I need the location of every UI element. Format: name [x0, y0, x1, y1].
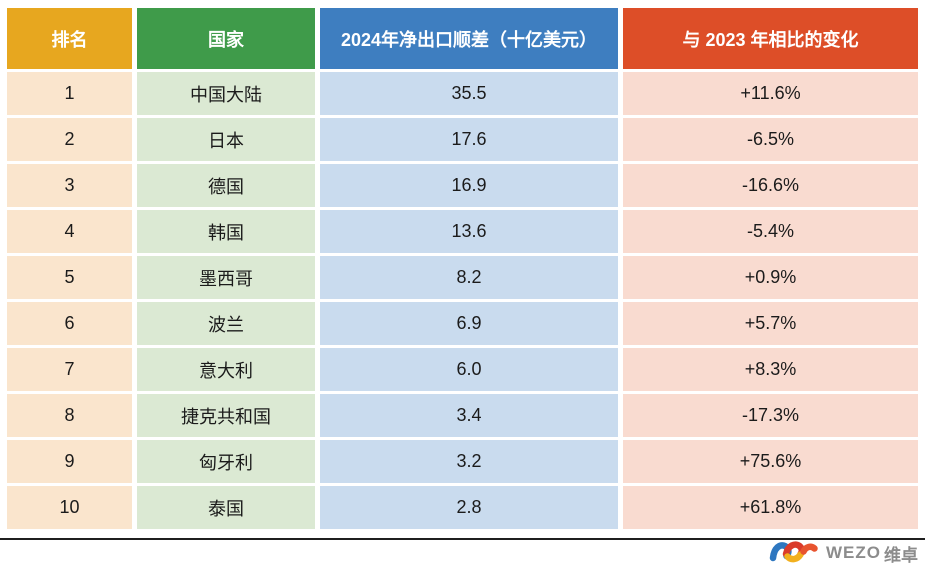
table-row: 1 中国大陆 35.5 +11.6% [7, 72, 918, 115]
rank-cell: 1 [7, 72, 132, 115]
table-row: 3 德国 16.9 -16.6% [7, 164, 918, 207]
change-cell: +75.6% [623, 440, 918, 483]
table-row: 9 匈牙利 3.2 +75.6% [7, 440, 918, 483]
country-cell: 泰国 [137, 486, 315, 529]
table-row: 10 泰国 2.8 +61.8% [7, 486, 918, 529]
rank-cell: 10 [7, 486, 132, 529]
value-cell: 2.8 [320, 486, 618, 529]
country-cell: 意大利 [137, 348, 315, 391]
value-cell: 35.5 [320, 72, 618, 115]
country-cell: 韩国 [137, 210, 315, 253]
change-cell: +8.3% [623, 348, 918, 391]
country-cell: 德国 [137, 164, 315, 207]
change-cell: +0.9% [623, 256, 918, 299]
table-row: 7 意大利 6.0 +8.3% [7, 348, 918, 391]
footer: WEZO 维卓 [0, 540, 925, 566]
footer-divider-line [0, 538, 925, 540]
value-cell: 3.2 [320, 440, 618, 483]
change-cell: -5.4% [623, 210, 918, 253]
rank-cell: 9 [7, 440, 132, 483]
country-cell: 墨西哥 [137, 256, 315, 299]
country-cell: 捷克共和国 [137, 394, 315, 437]
column-header-country: 国家 [137, 8, 315, 69]
change-cell: -17.3% [623, 394, 918, 437]
ranking-table: 排名 国家 2024年净出口顺差（十亿美元） 与 2023 年相比的变化 1 中… [2, 5, 923, 532]
column-header-value: 2024年净出口顺差（十亿美元） [320, 8, 618, 69]
rank-cell: 2 [7, 118, 132, 161]
value-cell: 8.2 [320, 256, 618, 299]
table-body: 1 中国大陆 35.5 +11.6% 2 日本 17.6 -6.5% 3 德国 … [7, 72, 918, 529]
table-row: 6 波兰 6.9 +5.7% [7, 302, 918, 345]
table-row: 8 捷克共和国 3.4 -17.3% [7, 394, 918, 437]
brand-name-cn: 维卓 [884, 545, 918, 565]
table-header: 排名 国家 2024年净出口顺差（十亿美元） 与 2023 年相比的变化 [7, 8, 918, 69]
table-row: 5 墨西哥 8.2 +0.9% [7, 256, 918, 299]
value-cell: 3.4 [320, 394, 618, 437]
column-header-rank: 排名 [7, 8, 132, 69]
rank-cell: 3 [7, 164, 132, 207]
value-cell: 13.6 [320, 210, 618, 253]
wezo-logo-icon [769, 539, 821, 566]
value-cell: 6.9 [320, 302, 618, 345]
change-cell: +5.7% [623, 302, 918, 345]
brand-name-en: WEZO [826, 543, 881, 562]
country-cell: 波兰 [137, 302, 315, 345]
change-cell: +11.6% [623, 72, 918, 115]
rank-cell: 5 [7, 256, 132, 299]
change-cell: +61.8% [623, 486, 918, 529]
column-header-change: 与 2023 年相比的变化 [623, 8, 918, 69]
rank-cell: 6 [7, 302, 132, 345]
rank-cell: 7 [7, 348, 132, 391]
country-cell: 中国大陆 [137, 72, 315, 115]
change-cell: -16.6% [623, 164, 918, 207]
country-cell: 日本 [137, 118, 315, 161]
ranking-table-container: 排名 国家 2024年净出口顺差（十亿美元） 与 2023 年相比的变化 1 中… [2, 5, 925, 532]
value-cell: 17.6 [320, 118, 618, 161]
rank-cell: 4 [7, 210, 132, 253]
rank-cell: 8 [7, 394, 132, 437]
table-row: 4 韩国 13.6 -5.4% [7, 210, 918, 253]
change-cell: -6.5% [623, 118, 918, 161]
value-cell: 6.0 [320, 348, 618, 391]
country-cell: 匈牙利 [137, 440, 315, 483]
value-cell: 16.9 [320, 164, 618, 207]
table-row: 2 日本 17.6 -6.5% [7, 118, 918, 161]
